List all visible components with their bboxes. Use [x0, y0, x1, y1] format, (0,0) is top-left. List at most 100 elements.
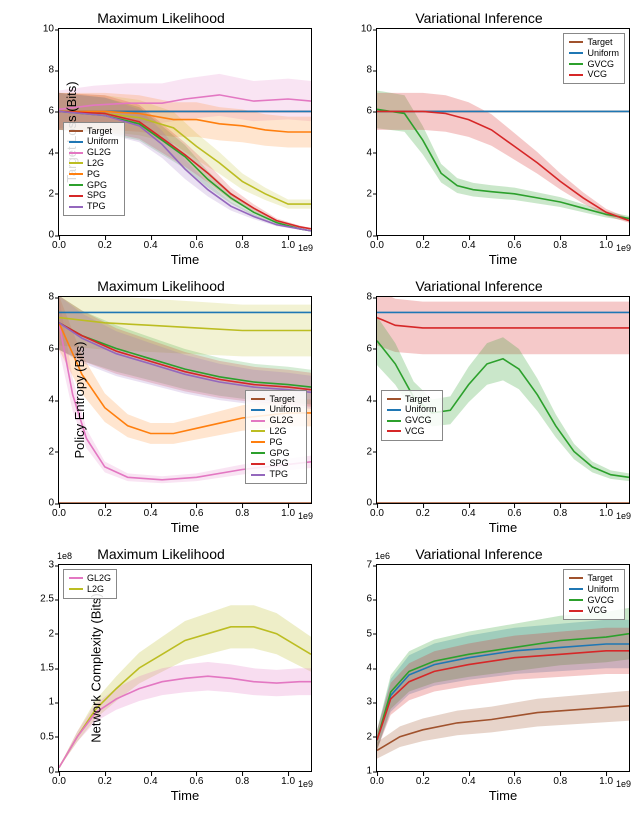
legend: TargetUniformGVCGVCG: [563, 33, 625, 84]
ytick: 2: [29, 628, 54, 639]
legend-label: GPG: [269, 448, 289, 459]
legend-label: GVCG: [587, 59, 614, 70]
legend-label: L2G: [87, 584, 104, 595]
legend-swatch: [387, 420, 401, 422]
legend-swatch: [69, 152, 83, 154]
ytick: 10: [29, 24, 54, 35]
legend-label: Uniform: [405, 404, 437, 415]
xtick: 0.0: [52, 240, 66, 251]
legend-swatch: [387, 398, 401, 400]
legend-swatch: [569, 577, 583, 579]
legend-item-TPG: TPG: [251, 469, 301, 480]
legend-swatch: [251, 430, 265, 432]
ytick: 0.5: [29, 731, 54, 742]
ytick: 8: [347, 292, 372, 303]
legend-swatch: [251, 463, 265, 465]
xexp: 1e9: [616, 243, 631, 253]
legend: TargetUniformGVCGVCG: [563, 569, 625, 620]
legend-label: VCG: [587, 605, 607, 616]
xtick: 0.2: [416, 240, 430, 251]
xtick: 0.8: [235, 508, 249, 519]
xexp: 1e9: [298, 243, 313, 253]
legend-label: GL2G: [87, 573, 111, 584]
ytick: 4: [347, 395, 372, 406]
ytick: 2: [347, 188, 372, 199]
legend-label: GVCG: [405, 415, 432, 426]
legend-item-L2G: L2G: [69, 158, 119, 169]
legend-label: VCG: [587, 69, 607, 80]
legend-label: Target: [87, 126, 112, 137]
legend-label: Uniform: [87, 136, 119, 147]
ytick: 3: [29, 560, 54, 571]
legend-item-PG: PG: [69, 169, 119, 180]
plot-title: Maximum Likelihood: [10, 10, 312, 26]
xlabel: Time: [489, 252, 517, 267]
xtick: 0.4: [462, 240, 476, 251]
legend-label: Target: [587, 573, 612, 584]
legend-swatch: [69, 195, 83, 197]
legend-swatch: [569, 63, 583, 65]
legend-swatch: [251, 452, 265, 454]
xtick: 0.6: [508, 508, 522, 519]
subplot-p11: Variational Inference Time024680.00.20.40…: [328, 278, 630, 538]
plot-title: Variational Inference: [328, 10, 630, 26]
xtick: 1.0: [599, 240, 613, 251]
legend-swatch: [251, 398, 265, 400]
legend-item-GL2G: GL2G: [251, 415, 301, 426]
legend-swatch: [569, 599, 583, 601]
legend: TargetUniformGL2GL2GPGGPGSPGTPG: [245, 390, 307, 484]
legend-swatch: [69, 577, 83, 579]
legend-item-VCG: VCG: [569, 605, 619, 616]
legend-item-GVCG: GVCG: [569, 595, 619, 606]
legend-item-GL2G: GL2G: [69, 573, 111, 584]
ytick: 6: [347, 343, 372, 354]
xtick: 0.6: [190, 240, 204, 251]
xtick: 0.8: [553, 508, 567, 519]
legend-swatch: [569, 610, 583, 612]
legend-label: SPG: [269, 458, 288, 469]
legend-item-Target: Target: [251, 394, 301, 405]
xlabel: Time: [171, 520, 199, 535]
xtick: 0.8: [553, 240, 567, 251]
legend-label: VCG: [405, 426, 425, 437]
legend-swatch: [569, 588, 583, 590]
subplot-p20: Maximum LikelihoodNetwork Complexity (Bi…: [10, 546, 312, 806]
plot-area: Time12345670.00.20.40.60.81.01e91e6Targe…: [376, 564, 630, 772]
legend: TargetUniformGVCGVCG: [381, 390, 443, 441]
legend-item-GVCG: GVCG: [387, 415, 437, 426]
legend-item-GPG: GPG: [69, 180, 119, 191]
xtick: 1.0: [281, 508, 295, 519]
ytick: 1: [29, 697, 54, 708]
legend: GL2GL2G: [63, 569, 117, 599]
legend-item-GVCG: GVCG: [569, 59, 619, 70]
legend-item-Uniform: Uniform: [569, 48, 619, 59]
legend-label: Uniform: [269, 404, 301, 415]
ytick: 5: [347, 628, 372, 639]
ytick: 7: [347, 560, 372, 571]
ytick: 6: [347, 106, 372, 117]
legend-label: GPG: [87, 180, 107, 191]
ytick: 8: [29, 292, 54, 303]
xlabel: Time: [489, 520, 517, 535]
ylabel: Policy Entropy (Bits): [72, 341, 87, 458]
xtick: 0.0: [370, 240, 384, 251]
legend-swatch: [569, 74, 583, 76]
ytick: 1: [347, 766, 372, 777]
legend-label: TPG: [269, 469, 288, 480]
ytick: 0: [29, 766, 54, 777]
legend-item-VCG: VCG: [387, 426, 437, 437]
legend-swatch: [569, 41, 583, 43]
legend-item-Target: Target: [569, 37, 619, 48]
ytick: 4: [29, 147, 54, 158]
plot-title: Variational Inference: [328, 278, 630, 294]
legend-item-Uniform: Uniform: [569, 584, 619, 595]
ytick: 0: [29, 230, 54, 241]
xtick: 1.0: [599, 508, 613, 519]
ytick: 2.5: [29, 594, 54, 605]
ytick: 2: [347, 446, 372, 457]
legend-swatch: [69, 141, 83, 143]
plot-area: Time024680.00.20.40.60.81.01e9TargetUnif…: [376, 296, 630, 504]
ytick: 6: [347, 594, 372, 605]
subplot-p00: Maximum LikelihoodTarget Loss (Bits)Time…: [10, 10, 312, 270]
legend-item-Uniform: Uniform: [387, 404, 437, 415]
